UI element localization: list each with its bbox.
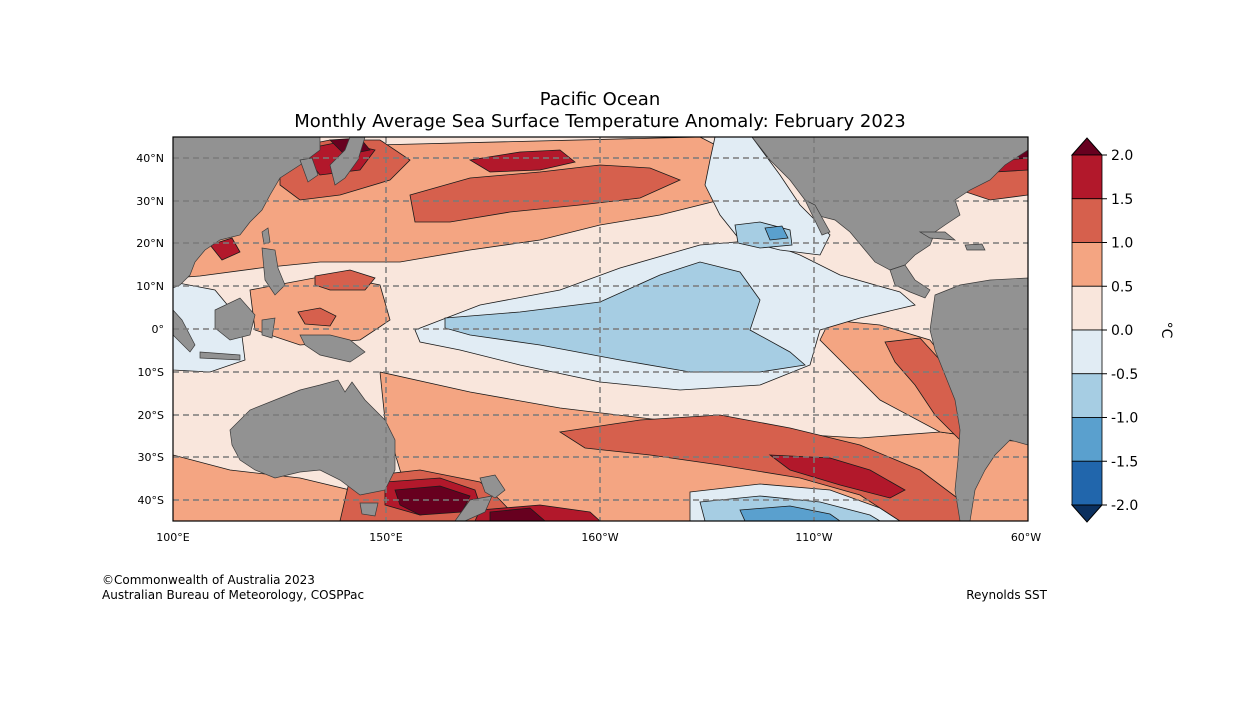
- colorbar-bin: [1071, 198, 1103, 243]
- lat-label: 20°N: [136, 237, 164, 250]
- colorbar-bins: [1071, 154, 1103, 506]
- cool-core-northeast-2: [764, 225, 789, 241]
- colorbar-tick-label: 0.5: [1111, 279, 1133, 295]
- title-main: Monthly Average Sea Surface Temperature …: [294, 111, 905, 132]
- land-hispaniola: [964, 243, 986, 251]
- map-frame: [172, 136, 1029, 522]
- lat-label: 0°: [152, 323, 165, 336]
- lon-label: 150°E: [369, 531, 402, 544]
- hot-patch-equator-west: [297, 307, 337, 327]
- colorbar-tick-label: -0.5: [1111, 367, 1138, 383]
- extreme-patch-nz: [489, 507, 546, 521]
- lat-label: 40°S: [138, 494, 164, 507]
- land-java: [199, 351, 241, 361]
- colorbar-tick-label: -2.0: [1111, 498, 1138, 514]
- land-taiwan: [261, 227, 271, 245]
- lon-label: 100°E: [156, 531, 189, 544]
- latitude-labels: 40°N 30°N 20°N 10°N 0° 10°S 20°S 30°S 40…: [136, 152, 164, 507]
- lon-label: 160°W: [581, 531, 618, 544]
- colorbar-tick-label: 1.0: [1111, 236, 1133, 252]
- sst-anomaly-map: [173, 137, 1028, 521]
- colorbar: 2.0 1.5 1.0 0.5 0.0 -0.5 -1.0 -1.5 -2.0 °C: [1070, 137, 1174, 523]
- colorbar-bin: [1071, 242, 1103, 287]
- cool-core-south-2: [739, 505, 841, 521]
- hot-band-south-pacific: [558, 414, 966, 521]
- hottest-patch-south: [768, 454, 906, 499]
- colorbar-tick-label: -1.0: [1111, 411, 1138, 427]
- colorbar-bin: [1071, 417, 1103, 462]
- colorbar-under-triangle: [1070, 504, 1104, 523]
- cool-core-equatorial: [444, 261, 806, 373]
- hot-band-north-pacific: [409, 164, 682, 223]
- land-new-zealand-south: [454, 495, 493, 521]
- lat-label: 20°S: [138, 409, 164, 422]
- colorbar-tick-label: 1.5: [1111, 192, 1133, 208]
- lon-label: 60°W: [1011, 531, 1041, 544]
- land-australia: [229, 379, 396, 496]
- credits-left: ©Commonwealth of Australia 2023 Australi…: [102, 573, 364, 603]
- colorbar-over-triangle: [1070, 137, 1104, 156]
- lat-label: 40°N: [136, 152, 164, 165]
- hot-patch-hawaii: [314, 269, 376, 291]
- colorbar-bin: [1071, 460, 1103, 506]
- title-region: Pacific Ocean: [540, 89, 661, 110]
- land-tasmania: [359, 502, 379, 517]
- lat-label: 10°S: [138, 366, 164, 379]
- land-south-america: [929, 277, 1028, 521]
- agency-text: Australian Bureau of Meteorology, COSPPa…: [102, 588, 365, 602]
- land-new-guinea: [299, 334, 366, 363]
- land-asia: [173, 137, 321, 289]
- lat-label: 10°N: [136, 280, 164, 293]
- copyright-text: ©Commonwealth of Australia 2023: [102, 573, 315, 587]
- land-philippines: [261, 247, 286, 296]
- colorbar-tick-label: 0.0: [1111, 323, 1133, 339]
- land-sulawesi: [261, 317, 276, 339]
- longitude-labels: 100°E 150°E 160°W 110°W 60°W: [156, 531, 1041, 544]
- lat-label: 30°S: [138, 451, 164, 464]
- lat-label: 30°N: [136, 195, 164, 208]
- colorbar-bin: [1071, 154, 1103, 200]
- land-baja: [804, 199, 831, 236]
- data-source-text: Reynolds SST: [966, 588, 1047, 602]
- colorbar-ticks: 2.0 1.5 1.0 0.5 0.0 -0.5 -1.0 -1.5 -2.0: [1102, 148, 1138, 514]
- land: [173, 137, 1028, 521]
- colorbar-bin: [1071, 285, 1103, 331]
- colorbar-bin: [1071, 329, 1103, 375]
- lon-label: 110°W: [795, 531, 832, 544]
- land-new-zealand-north: [479, 474, 506, 499]
- colorbar-tick-label: 2.0: [1111, 148, 1133, 164]
- colorbar-tick-label: -1.5: [1111, 454, 1138, 470]
- graticule: [173, 137, 1028, 521]
- hottest-patch-north: [468, 149, 576, 173]
- colorbar-unit-label: °C: [1158, 322, 1174, 339]
- colorbar-bin: [1071, 373, 1103, 418]
- land-japan: [329, 137, 366, 186]
- land-cuba: [918, 231, 957, 241]
- land-sumatra: [173, 309, 196, 353]
